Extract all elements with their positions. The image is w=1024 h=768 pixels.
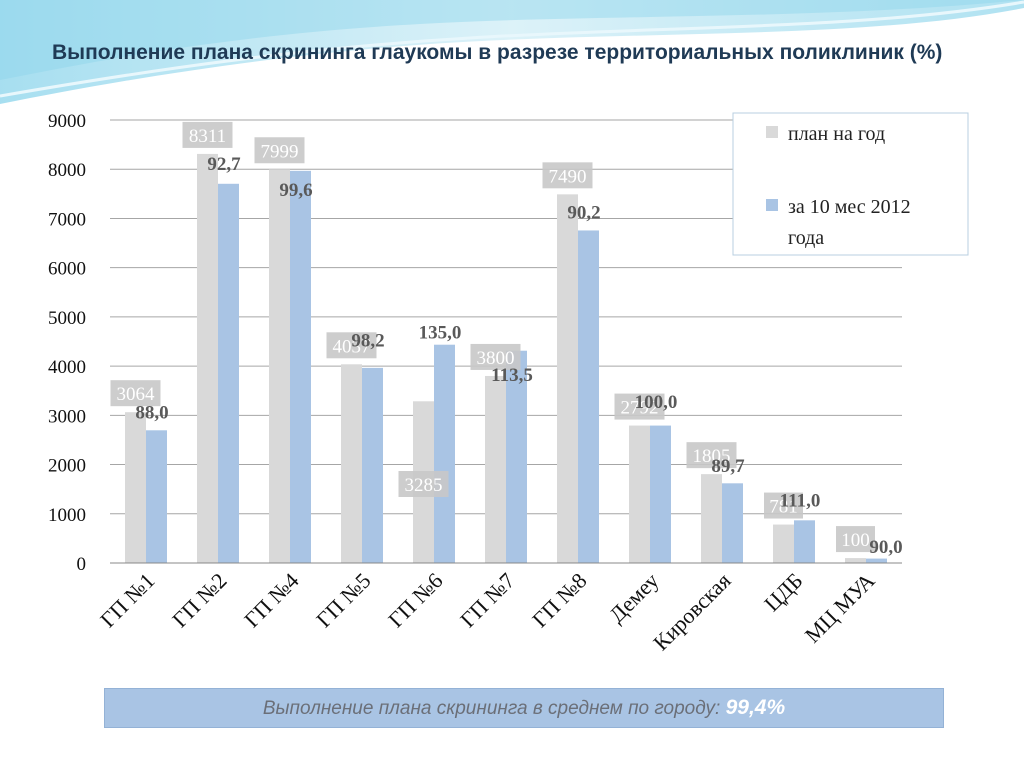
plan-value-box (110, 380, 161, 407)
plan-value-label: 3064 (117, 384, 156, 405)
bar-plan (341, 364, 362, 563)
y-tick-label: 6000 (48, 259, 86, 280)
percent-label: 89,7 (711, 456, 745, 477)
city-average-value: 99,4% (725, 696, 786, 719)
bar-plan (125, 412, 146, 563)
bar-actual (146, 430, 167, 563)
percent-label: 88,0 (135, 402, 168, 423)
x-tick-label: ГП №7 (455, 568, 519, 632)
bar-plan (269, 169, 290, 564)
bar-actual (506, 350, 527, 563)
percent-label: 113,5 (491, 365, 533, 386)
bar-chart: 0 1000 2000 3000 4000 5000 6000 7000 8000 9000 ГП… (48, 111, 969, 656)
percent-label: 111,0 (780, 490, 821, 511)
bar-actual (578, 230, 599, 564)
percent-label: 90,2 (567, 202, 600, 223)
page-title: Выполнение плана скрининга глаукомы в ра… (52, 41, 943, 64)
bar-plan (197, 153, 218, 563)
bar-actual (722, 483, 743, 563)
bar-actual (434, 344, 455, 563)
bar-actual (218, 183, 239, 564)
legend-swatch-actual (766, 199, 778, 211)
y-tick-label: 5000 (48, 308, 86, 329)
percent-label: 100,0 (635, 392, 678, 413)
bar-actual (290, 170, 311, 563)
legend-label-actual-line1: за 10 мес 2012 (788, 196, 911, 218)
plan-value-box (398, 471, 449, 497)
x-tick-label: Кировская (648, 568, 735, 655)
x-tick-label: ГП №8 (527, 568, 591, 632)
y-tick-label: 2000 (48, 456, 86, 477)
x-tick-label: ГП №5 (311, 568, 375, 632)
percent-label: 99,6 (279, 180, 312, 201)
y-tick-label: 9000 (48, 111, 86, 132)
plan-value-box (836, 526, 875, 553)
plan-value-label: 1805 (693, 446, 731, 467)
x-tick-label: Демеу (604, 568, 664, 628)
percent-label: 92,7 (207, 154, 241, 175)
percent-label: 98,2 (351, 330, 384, 351)
plan-value-label: 4037 (333, 336, 371, 357)
y-tick-label: 8000 (48, 160, 86, 181)
plan-value-box (764, 492, 803, 519)
x-tick-label: ГП №6 (383, 568, 447, 632)
x-tick-label: ГП №2 (167, 568, 231, 632)
percent-label: 90,0 (869, 537, 902, 558)
bar-plan (773, 524, 794, 563)
plan-value-box (542, 162, 593, 189)
bar-actual (866, 558, 887, 563)
x-tick-label: ГП №4 (239, 568, 303, 632)
bar-actual (362, 367, 383, 563)
y-tick-label: 7000 (48, 209, 86, 230)
city-average-banner: Выполнение плана скрининга в среднем по … (104, 688, 944, 728)
bar-actual (794, 520, 815, 563)
plan-value-box (614, 393, 665, 420)
x-tick-label: ЦДБ (759, 568, 807, 616)
city-average-text: Выполнение плана скрининга в среднем по … (262, 698, 726, 719)
bar-plan (557, 194, 578, 563)
plan-value-label: 7999 (261, 141, 299, 162)
y-tick-labels: 0 1000 2000 3000 4000 5000 6000 7000 8000 9000 (48, 111, 86, 575)
y-tick-label: 4000 (48, 357, 86, 378)
bar-plan (701, 474, 722, 563)
bar-plan (629, 425, 650, 563)
plan-value-label: 8311 (189, 126, 226, 147)
x-tick-label: ГП №1 (95, 568, 159, 632)
percent-label: 135,0 (419, 323, 462, 344)
plan-value-box (182, 121, 233, 148)
plan-value-box (470, 343, 521, 370)
plan-value-label: 3800 (477, 348, 515, 369)
bar-plan (485, 375, 506, 563)
plan-value-label: 2792 (621, 398, 659, 419)
plan-value-label: 3285 (405, 475, 443, 496)
plan-value-label: 7490 (549, 166, 587, 187)
plan-value-label: 781 (769, 497, 798, 518)
y-tick-label: 0 (77, 554, 87, 575)
y-tick-label: 1000 (48, 505, 86, 526)
x-tick-labels: ГП №1 ГП №2 ГП №4 ГП №5 ГП №6 ГП №7 ГП №8 Демеу… (95, 568, 879, 656)
bars (125, 153, 887, 564)
plan-value-label: 100 (841, 530, 870, 551)
legend-swatch-plan (766, 126, 778, 138)
legend-label-actual-line2: года (788, 227, 824, 249)
bar-actual (650, 425, 671, 563)
legend-label-plan: план на год (788, 123, 885, 145)
x-tick-label: МЦ МУА (800, 568, 880, 648)
y-tick-label: 3000 (48, 406, 86, 427)
plan-value-box (254, 137, 305, 164)
plan-value-box (326, 332, 377, 359)
header-wave-decoration (0, 0, 1024, 104)
plan-value-box (686, 442, 737, 469)
legend: план на год за 10 мес 2012 года (732, 112, 969, 256)
bar-plan (845, 558, 866, 563)
